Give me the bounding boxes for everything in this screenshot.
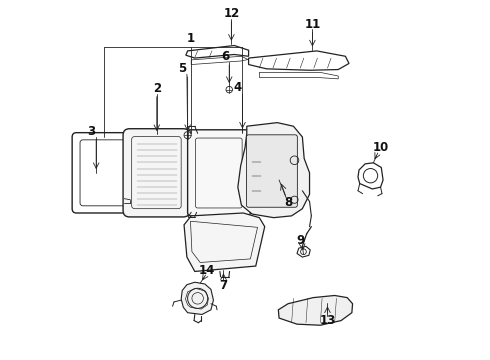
- Text: 11: 11: [304, 18, 320, 31]
- Text: 6: 6: [221, 50, 229, 63]
- Text: 10: 10: [372, 141, 389, 154]
- Text: 1: 1: [187, 32, 196, 45]
- Text: 5: 5: [178, 62, 186, 75]
- Text: 3: 3: [87, 125, 96, 138]
- FancyBboxPatch shape: [246, 135, 297, 207]
- Text: 14: 14: [199, 264, 216, 277]
- Text: 7: 7: [220, 279, 227, 292]
- Text: 4: 4: [234, 81, 242, 94]
- Text: 13: 13: [319, 314, 336, 327]
- Polygon shape: [238, 123, 310, 218]
- Text: 12: 12: [223, 8, 240, 21]
- Polygon shape: [184, 213, 265, 271]
- Polygon shape: [278, 296, 353, 325]
- Text: 2: 2: [153, 82, 161, 95]
- FancyBboxPatch shape: [188, 130, 250, 216]
- FancyBboxPatch shape: [123, 129, 190, 217]
- Text: 9: 9: [296, 234, 305, 247]
- Text: 8: 8: [284, 196, 292, 209]
- Polygon shape: [181, 282, 214, 315]
